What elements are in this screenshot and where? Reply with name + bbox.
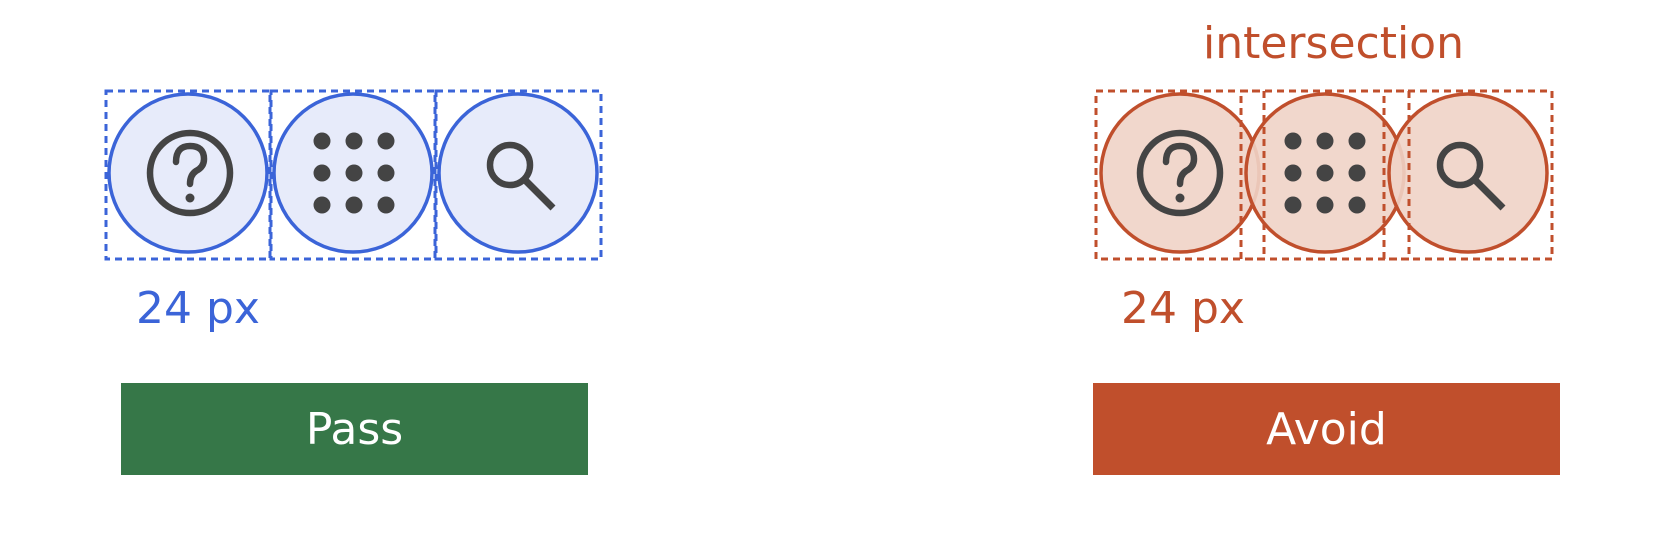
pass-target-box-1 <box>104 89 272 261</box>
help-icon <box>146 129 234 217</box>
pass-target-circle-1 <box>107 92 269 254</box>
avoid-target-box-3 <box>1382 89 1554 261</box>
pass-size-label: 24 px <box>136 283 260 334</box>
search-icon <box>1436 141 1506 211</box>
pass-verdict-banner: Pass <box>121 383 588 475</box>
help-icon <box>1136 129 1224 217</box>
avoid-size-label: 24 px <box>1121 283 1245 334</box>
search-icon <box>486 141 556 211</box>
avoid-verdict-banner: Avoid <box>1093 383 1560 475</box>
pass-target-box-3 <box>434 89 603 261</box>
avoid-target-box-2 <box>1239 89 1411 261</box>
apps-grid-icon <box>1284 132 1366 214</box>
pass-target-circle-3 <box>437 92 599 254</box>
pass-target-box-2 <box>269 89 437 261</box>
apps-grid-icon <box>313 132 395 214</box>
avoid-target-circle-3 <box>1387 92 1549 254</box>
avoid-target-box-1 <box>1094 89 1266 261</box>
intersection-annotation: intersection <box>1203 18 1464 69</box>
